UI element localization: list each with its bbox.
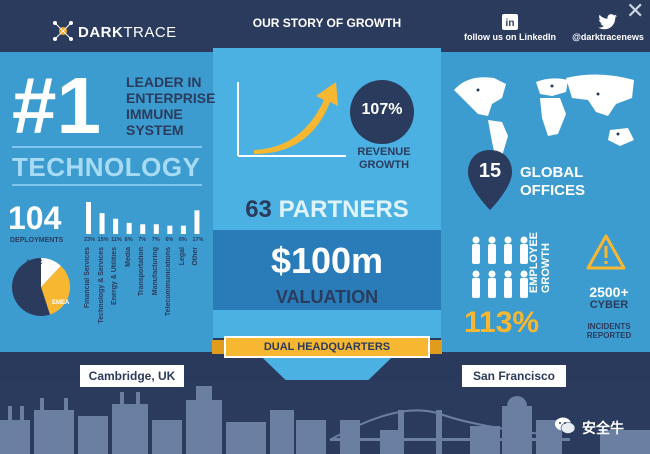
page-title: OUR STORY OF GROWTH [252,16,402,30]
sector-percent: 17% [192,237,204,243]
city-skyline [0,380,650,454]
sector-bar [126,222,132,234]
sector-bar [167,225,173,234]
center-banner [213,0,441,48]
partners-stat: 63 PARTNERS [245,196,409,223]
sector-bar [140,224,146,234]
wechat-icon [555,417,576,434]
sector-percent: 15% [97,237,109,243]
linkedin-icon: in [502,14,518,30]
employee-growth-label: EMPLOYEE GROWTH [528,232,552,294]
divider [12,146,202,148]
sector-percent: 11% [111,237,122,243]
twitter-label: @darktracenews [572,32,644,42]
valuation-label: VALUATION [275,287,379,307]
cyber-incidents-number: 2500+ [589,284,629,300]
sector-percent-row: 23% 15% 11% 8% 7% 7% 6% 6% 17% [84,237,206,245]
watermark-text: 安全牛 [582,420,624,436]
sector-percent: 23% [84,237,96,243]
sector-label: Legal [178,247,186,266]
pie-label-emea: EMEA [52,300,70,306]
city-label-cambridge: Cambridge, UK [80,365,184,387]
sector-label: Telecommunications [165,247,173,317]
sector-bar [86,202,91,234]
sector-label-row: Financial Services Technology & Services E… [84,247,206,347]
deployments-label: DEPLOYMENTS [10,237,64,244]
deployments-number: 104 [8,200,62,236]
sector-label: Energy & Utilities [111,247,119,305]
pie-label-us: U.S. [18,296,30,302]
location-pin-icon [468,150,512,210]
offices-number: 15 [478,160,502,182]
pie-slice-apac [41,258,61,287]
svg-text:in: in [506,18,515,29]
sector-bar [180,225,186,234]
sector-label: Media [124,247,132,267]
region-pie-chart [11,258,70,316]
revenue-circle [350,80,414,144]
city-label-san-francisco: San Francisco [462,365,566,387]
employee-growth-percent: 113% [464,306,540,339]
offices-label: GLOBAL OFFICES [520,164,586,199]
rank-number: #1 [12,61,101,150]
sector-percent: 6% [165,237,174,243]
sector-percent: 7% [151,237,160,243]
valuation-panel [213,230,441,310]
linkedin-link[interactable]: in follow us on LinkedIn [462,14,558,42]
sector-label: Technology & Services [97,247,105,324]
sector-percent: 8% [124,237,133,243]
sector-label: Other [192,247,200,266]
sector-bar [113,218,119,234]
linkedin-label: follow us on LinkedIn [464,32,556,42]
pie-label-apac: APAC [26,260,43,266]
technology-heading: TECHNOLOGY [12,152,201,182]
revenue-growth-label: REVENUE GROWTH [357,146,411,171]
ribbon-end-right [426,340,442,354]
cyber-label: CYBER [589,299,629,311]
sector-label: Transportation [138,247,146,297]
pie-slice-emea [11,258,50,316]
sector-percent: 6% [178,237,187,243]
warning-icon [586,234,626,270]
divider [12,184,202,186]
sector-label: Manufacturing [151,247,159,296]
twitter-icon [598,14,617,30]
cyber-incidents-label: INCIDENTS REPORTED [586,322,632,340]
revenue-growth-percent: 107% [361,101,403,118]
sector-bar [153,224,159,234]
valuation-number: $100m [270,240,384,281]
people-icon [472,236,528,298]
sector-bar-chart [86,202,200,234]
leader-text: LEADER IN ENTERPRISE IMMUNE SYSTEM [126,74,216,138]
darktrace-logo-text: DARKTRACE [78,24,177,41]
revenue-growth-arrow [237,82,346,157]
world-map [454,74,634,160]
close-icon[interactable]: ✕ [626,0,645,23]
pie-slice-us [41,265,70,315]
sector-percent: 7% [138,237,147,243]
sector-label: Financial Services [84,247,91,309]
darktrace-logo-icon [53,21,73,41]
sector-bar [194,210,200,234]
dual-headquarters-ribbon: DUAL HEADQUARTERS [224,336,430,358]
twitter-link[interactable]: @darktracenews [566,14,650,42]
sector-bar [99,213,105,234]
